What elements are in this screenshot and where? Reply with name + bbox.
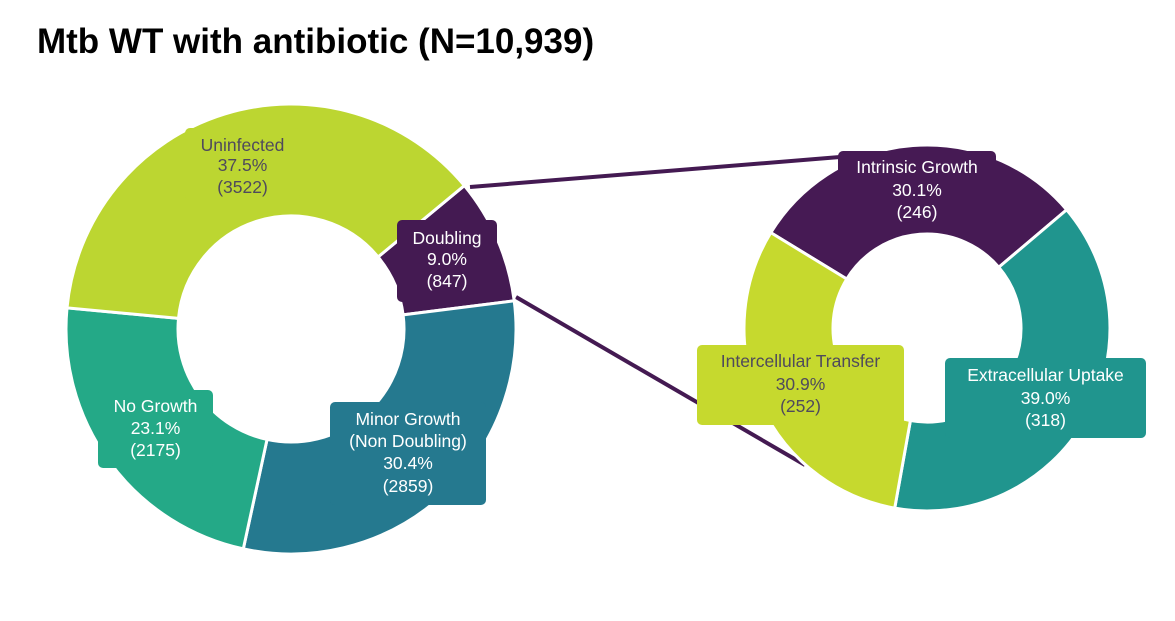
label-count: (318) <box>1025 410 1066 430</box>
label-percent: 23.1% <box>131 418 181 438</box>
label-percent: 9.0% <box>427 249 467 269</box>
label-minor-growth-non-doubling: Minor Growth(Non Doubling)30.4% (2859) <box>330 402 486 505</box>
slice-uninfected[interactable] <box>65 102 467 321</box>
label-percent: 30.1% <box>892 180 942 200</box>
label-name: Minor Growth <box>355 409 460 429</box>
label-box <box>185 128 300 200</box>
label-count: (3522) <box>217 177 268 197</box>
label-count: (847) <box>427 271 468 291</box>
label-percent: 37.5% <box>218 155 268 175</box>
label-name: Intercellular Transfer <box>721 351 881 371</box>
label-name: Uninfected <box>201 135 285 155</box>
label-box <box>838 151 996 225</box>
label-count: (2175) <box>130 440 181 460</box>
label-count: (252) <box>780 396 821 416</box>
chart-title: Mtb WT with antibiotic (N=10,939) <box>37 22 595 61</box>
label-extracellular-uptake: Extracellular Uptake 39.0%(318) <box>945 358 1146 438</box>
label-name: Intrinsic Growth <box>856 157 978 177</box>
label-box <box>397 220 497 302</box>
label-box <box>945 358 1146 438</box>
label-box <box>697 345 904 425</box>
label-name: Extracellular Uptake <box>967 365 1124 385</box>
label-box <box>98 390 213 468</box>
connector-line-bottom <box>514 295 807 467</box>
label-name: Doubling <box>412 228 481 248</box>
connector-line-top <box>469 155 841 189</box>
label-percent: 30.9% <box>776 374 826 394</box>
label-percent: 39.0% <box>1021 388 1071 408</box>
label-intercellular-transfer: Intercellular Transfer 30.9%(252) <box>697 345 904 425</box>
label-name: (Non Doubling) <box>349 431 467 451</box>
label-percent: 30.4% <box>383 453 433 473</box>
label-count: (246) <box>897 202 938 222</box>
label-count: (2859) <box>383 476 434 496</box>
label-name: No Growth <box>114 396 198 416</box>
label-intrinsic-growth: Intrinsic Growth 30.1%(246) <box>838 151 996 225</box>
label-box <box>330 402 486 505</box>
